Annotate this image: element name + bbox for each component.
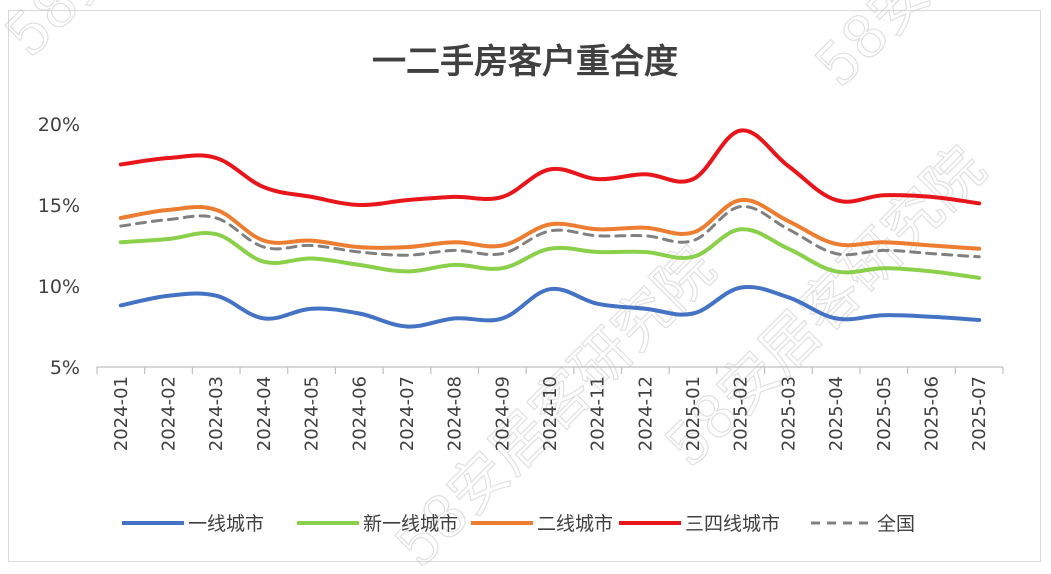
series-layer [118, 128, 982, 329]
legend-label: 二线城市 [537, 513, 613, 535]
x-tick-label: 2024-08 [445, 376, 466, 451]
series-line-1 [118, 227, 982, 280]
series-line-2 [118, 198, 982, 251]
chart-title: 一二手房客户重合度 [372, 42, 678, 82]
x-tick-label: 2024-04 [254, 376, 275, 451]
y-tick-label: 15% [38, 195, 80, 217]
x-axis: 2024-01 2024-02 2024-03 2024-04 2024-05 2024-… [96, 366, 1004, 451]
x-tick-label: 2024-07 [397, 376, 418, 451]
x-tick-label: 2025-02 [731, 376, 752, 451]
watermark-text: 58安居客研究院 [802, 0, 1051, 100]
x-tick-label: 2024-09 [492, 376, 513, 451]
legend-label: 新一线城市 [363, 513, 458, 535]
legend-label: 三四线城市 [685, 513, 780, 535]
x-tick-label: 2025-05 [874, 376, 895, 451]
y-tick-label: 20% [38, 114, 80, 136]
x-tick-label: 2024-01 [111, 376, 132, 451]
x-tick-label: 2024-10 [540, 376, 561, 451]
x-tick-label: 2024-11 [588, 376, 609, 451]
x-tick-label: 2025-04 [826, 376, 847, 451]
series-line-4 [119, 205, 981, 259]
legend: 一线城市 新一线城市 二线城市 三四线城市 全国 [122, 513, 915, 535]
x-tick-label: 2025-03 [778, 376, 799, 451]
x-tick-label: 2024-05 [302, 376, 323, 451]
x-tick-label: 2024-03 [206, 376, 227, 451]
x-tick-label: 2024-12 [635, 376, 656, 451]
x-tick-label: 2025-07 [969, 376, 990, 451]
x-tick-label: 2024-06 [349, 376, 370, 451]
x-tick-label: 2025-01 [683, 376, 704, 451]
x-tick-label: 2024-02 [159, 376, 180, 451]
y-axis: 5% 10% 15% 20% [38, 114, 80, 379]
series-line-0 [118, 284, 982, 329]
y-tick-label: 10% [38, 276, 80, 298]
x-tick-label: 2025-06 [921, 376, 942, 451]
watermark-text: 58安居客研究院 [0, 0, 338, 70]
legend-label: 全国 [877, 513, 915, 535]
series-line-3 [118, 128, 982, 208]
legend-label: 一线城市 [188, 513, 264, 535]
chart-frame [8, 10, 1041, 562]
y-tick-label: 5% [50, 357, 80, 379]
